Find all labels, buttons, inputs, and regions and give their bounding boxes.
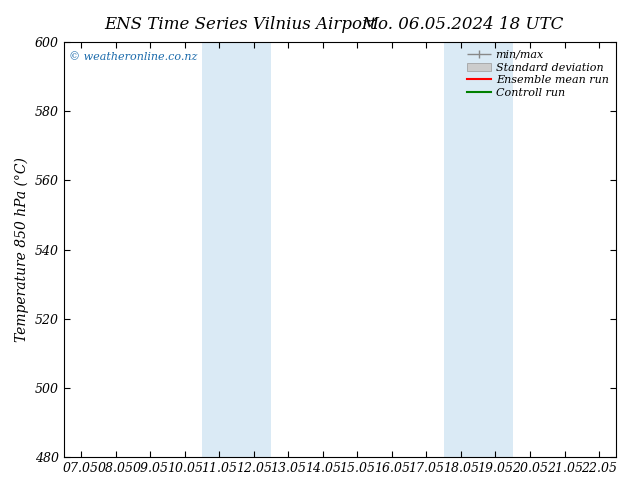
Bar [444,42,513,457]
Y-axis label: Temperature 850 hPa (°C): Temperature 850 hPa (°C) [15,157,29,342]
Text: ENS Time Series Vilnius Airport: ENS Time Series Vilnius Airport [105,16,377,33]
Text: Mo. 06.05.2024 18 UTC: Mo. 06.05.2024 18 UTC [361,16,564,33]
Bar [202,42,271,457]
Text: © weatheronline.co.nz: © weatheronline.co.nz [69,52,198,62]
Legend: min/max, Standard deviation, Ensemble mean run, Controll run: min/max, Standard deviation, Ensemble me… [465,48,611,100]
